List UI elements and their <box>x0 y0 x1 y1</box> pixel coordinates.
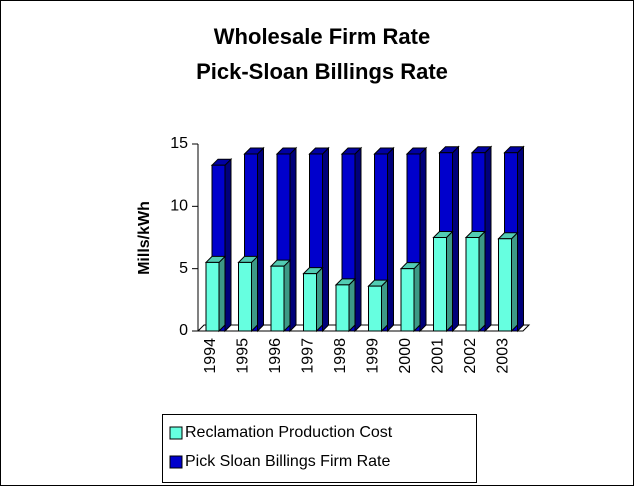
bar-side <box>322 146 329 333</box>
y-tick-label: 5 <box>179 260 188 277</box>
bar <box>433 237 447 332</box>
x-tick-label: 2002 <box>462 338 479 374</box>
bar <box>400 268 415 332</box>
bar-side <box>478 230 486 333</box>
bar-side <box>511 231 518 333</box>
bar-side <box>251 255 258 333</box>
y-tick-label: 10 <box>170 198 188 215</box>
legend-label: Pick Sloan Billings Firm Rate <box>185 453 391 470</box>
bar-side <box>484 145 492 333</box>
bar <box>303 273 317 332</box>
y-tick-label: 0 <box>179 322 188 339</box>
x-tick-label: 1995 <box>235 338 252 374</box>
legend-swatch <box>169 426 183 440</box>
bar-side <box>283 258 291 333</box>
y-tick-label: 15 <box>170 135 188 152</box>
bar <box>465 237 480 332</box>
legend-swatch <box>169 455 183 469</box>
x-tick-label: 2000 <box>397 338 414 374</box>
y-axis-label: Mills/kWh <box>136 201 153 275</box>
bar-side <box>218 255 226 333</box>
bar <box>205 261 220 332</box>
bar <box>335 284 350 332</box>
legend-label: Reclamation Production Cost <box>185 424 393 441</box>
bar-side <box>517 145 524 333</box>
x-tick-label: 2001 <box>430 338 447 374</box>
bar <box>238 261 252 332</box>
bar-side <box>257 146 264 333</box>
chart-subtitle: Pick-Sloan Billings Rate <box>196 59 448 84</box>
x-tick-label: 1996 <box>267 338 284 374</box>
bar-side <box>381 278 388 333</box>
bar-side <box>387 146 394 333</box>
bar-side <box>224 157 232 333</box>
bar-side <box>289 146 297 333</box>
bar <box>498 238 512 332</box>
x-tick-label: 1997 <box>300 338 317 374</box>
bar-side <box>446 230 453 333</box>
x-tick-label: 1999 <box>365 338 382 374</box>
bar <box>368 285 382 332</box>
bar-side <box>452 145 459 333</box>
bar-side <box>348 277 356 333</box>
bar-side <box>419 146 427 333</box>
x-tick-label: 1994 <box>202 338 219 374</box>
bar-side <box>413 261 421 333</box>
legend <box>162 414 477 483</box>
chart-title: Wholesale Firm Rate <box>214 24 430 49</box>
x-tick-label: 2003 <box>495 338 512 374</box>
x-tick-label: 1998 <box>332 338 349 374</box>
bar-side <box>354 146 362 333</box>
bar <box>270 265 285 332</box>
bar-side <box>316 266 323 333</box>
